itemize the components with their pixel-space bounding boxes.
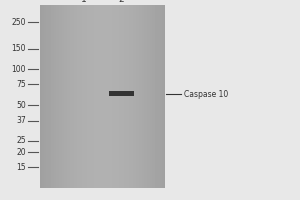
- Text: 1: 1: [81, 0, 87, 4]
- Text: 37: 37: [16, 116, 26, 125]
- Text: Caspase 10: Caspase 10: [184, 90, 228, 99]
- Text: 50: 50: [16, 101, 26, 110]
- Text: 15: 15: [16, 163, 26, 172]
- Text: 75: 75: [16, 80, 26, 89]
- Text: 150: 150: [11, 44, 26, 53]
- Text: 250: 250: [11, 18, 26, 27]
- Text: 25: 25: [16, 136, 26, 145]
- Text: 2: 2: [118, 0, 124, 4]
- Text: 100: 100: [11, 65, 26, 74]
- Text: 20: 20: [16, 148, 26, 157]
